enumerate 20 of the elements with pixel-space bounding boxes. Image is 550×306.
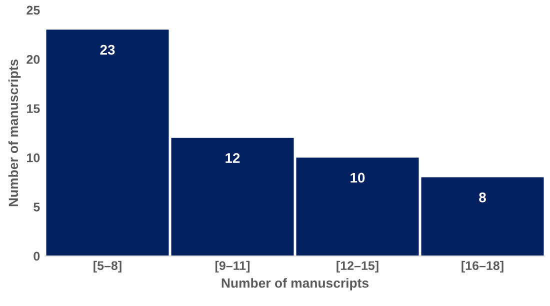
y-tick-label: 10 — [27, 153, 40, 162]
bar — [171, 138, 294, 256]
bar — [46, 30, 169, 256]
y-tick-label: 5 — [34, 202, 40, 212]
data-label: 23 — [100, 44, 115, 55]
data-label: 12 — [226, 153, 240, 163]
x-tick-label: [12–15] — [336, 260, 378, 273]
bar — [421, 177, 544, 256]
data-label: 10 — [350, 172, 365, 183]
data-label: 8 — [479, 192, 486, 202]
y-tick-label: 25 — [26, 6, 40, 15]
y-tick-label: 20 — [26, 55, 40, 64]
x-tick-label: [16–18] — [462, 260, 504, 273]
bar — [296, 158, 419, 256]
y-axis-title: Number of manuscripts — [8, 59, 21, 206]
x-axis-title: Number of manuscripts — [222, 278, 369, 290]
y-tick-label: 0 — [34, 252, 40, 261]
x-tick-label: [5–8] — [94, 260, 122, 273]
x-tick-label: [9–11] — [215, 260, 250, 273]
y-tick-label: 15 — [27, 104, 40, 114]
